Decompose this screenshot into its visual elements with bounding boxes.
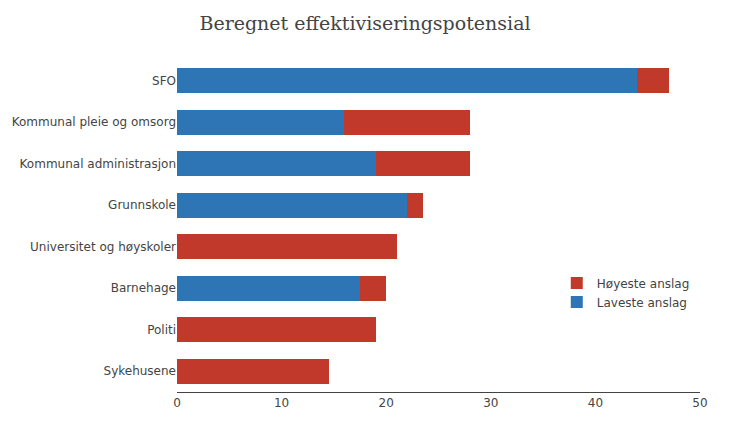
svg-text:40: 40 — [588, 396, 603, 410]
svg-text:0: 0 — [173, 396, 181, 410]
svg-text:Kommunal pleie og omsorg: Kommunal pleie og omsorg — [12, 115, 176, 129]
svg-text:Laveste anslag: Laveste anslag — [597, 296, 687, 310]
svg-text:10: 10 — [274, 396, 289, 410]
svg-text:30: 30 — [483, 396, 498, 410]
svg-text:50: 50 — [692, 396, 707, 410]
svg-text:Sykehusene: Sykehusene — [104, 364, 176, 378]
svg-text:Kommunal administrasjon: Kommunal administrasjon — [20, 157, 176, 171]
svg-text:SFO: SFO — [152, 74, 176, 88]
svg-text:Høyeste anslag: Høyeste anslag — [597, 277, 690, 291]
svg-text:Universitet og høyskoler: Universitet og høyskoler — [30, 240, 176, 254]
svg-text:20: 20 — [379, 396, 394, 410]
svg-text:Politi: Politi — [147, 323, 176, 337]
svg-text:Barnehage: Barnehage — [111, 281, 176, 295]
svg-text:Beregnet effektiviseringspoten: Beregnet effektiviseringspotensial — [199, 12, 530, 34]
svg-text:Grunnskole: Grunnskole — [108, 198, 176, 212]
